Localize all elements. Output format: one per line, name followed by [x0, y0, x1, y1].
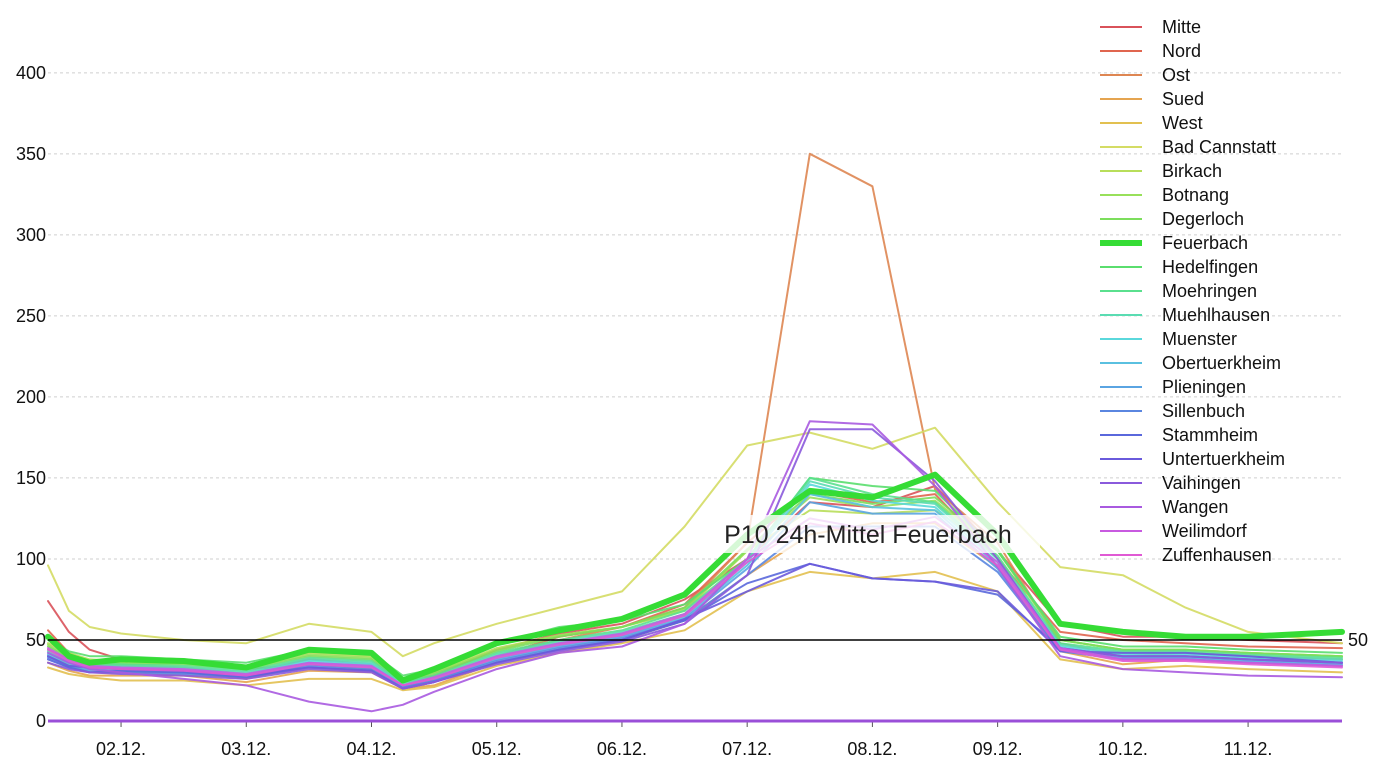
x-axis: 02.12. 03.12. 04.12. 05.12. 06.12. 07.12. 08.1…	[96, 721, 1272, 759]
legend-entry: Degerloch	[1162, 209, 1244, 229]
legend-entry: Nord	[1162, 41, 1201, 61]
legend-entry: Plieningen	[1162, 377, 1246, 397]
x-tick-label: 06.12.	[597, 739, 647, 759]
x-tick-label: 08.12.	[847, 739, 897, 759]
series-line	[47, 525, 1343, 688]
legend-entry: Birkach	[1162, 161, 1222, 181]
series-line	[47, 515, 1343, 687]
x-tick-label: 11.12.	[1224, 739, 1273, 759]
legend-entry: Bad Cannstatt	[1162, 137, 1276, 157]
x-tick-label: 02.12.	[96, 739, 146, 759]
y-tick-label: 300	[16, 225, 46, 245]
y-tick-label: 250	[16, 306, 46, 326]
x-tick-label: 07.12.	[722, 739, 772, 759]
y-tick-label: 50	[26, 630, 46, 650]
grid	[48, 72, 1342, 560]
series-line	[47, 480, 1343, 685]
legend-entry: Sued	[1162, 89, 1204, 109]
y-tick-label: 0	[36, 711, 46, 731]
x-tick-label: 04.12.	[346, 739, 396, 759]
y-tick-label: 400	[16, 63, 46, 83]
legend-entry: Stammheim	[1162, 425, 1258, 445]
legend-entry: Weilimdorf	[1162, 521, 1248, 541]
y-axis: 0 50 100 150 200 250 300 350 400	[16, 63, 46, 731]
legend: Mitte Nord Ost Sued West Bad Cannstatt Birkach…	[1100, 17, 1285, 565]
series-line	[47, 493, 1343, 684]
series-line	[47, 476, 1343, 677]
legend-entry: Moehringen	[1162, 281, 1257, 301]
legend-entry: Zuffenhausen	[1162, 545, 1272, 565]
series-line	[47, 426, 1343, 658]
legend-entry: Hedelfingen	[1162, 257, 1258, 277]
legend-entry: Muehlhausen	[1162, 305, 1270, 325]
x-tick-label: 05.12.	[472, 739, 522, 759]
y-tick-label: 100	[16, 549, 46, 569]
legend-entry: West	[1162, 113, 1203, 133]
legend-entry: Vaihingen	[1162, 473, 1241, 493]
y-tick-label: 150	[16, 468, 46, 488]
y-tick-label: 350	[16, 144, 46, 164]
y-tick-label: 200	[16, 387, 46, 407]
legend-entry: Obertuerkheim	[1162, 353, 1281, 373]
annotation: P10 24h-Mittel Feuerbach	[724, 521, 1012, 549]
legend-entry: Mitte	[1162, 17, 1201, 37]
legend-entry: Botnang	[1162, 185, 1229, 205]
reference-line-label: 50	[1348, 630, 1368, 650]
x-tick-label: 10.12.	[1098, 739, 1148, 759]
legend-entry: Ost	[1162, 65, 1190, 85]
legend-entry: Untertuerkheim	[1162, 449, 1285, 469]
legend-entry: Wangen	[1162, 497, 1228, 517]
series-lines	[45, 152, 1345, 713]
series-line	[47, 476, 1343, 684]
series-line	[47, 420, 1343, 713]
annotation-background	[695, 515, 1040, 553]
x-tick-label: 03.12.	[221, 739, 271, 759]
x-tick-label: 09.12.	[973, 739, 1023, 759]
legend-entry: Feuerbach	[1162, 233, 1248, 253]
legend-entry: Sillenbuch	[1162, 401, 1245, 421]
series-line	[47, 570, 1343, 692]
legend-entry: Muenster	[1162, 329, 1237, 349]
series-line	[45, 471, 1345, 684]
